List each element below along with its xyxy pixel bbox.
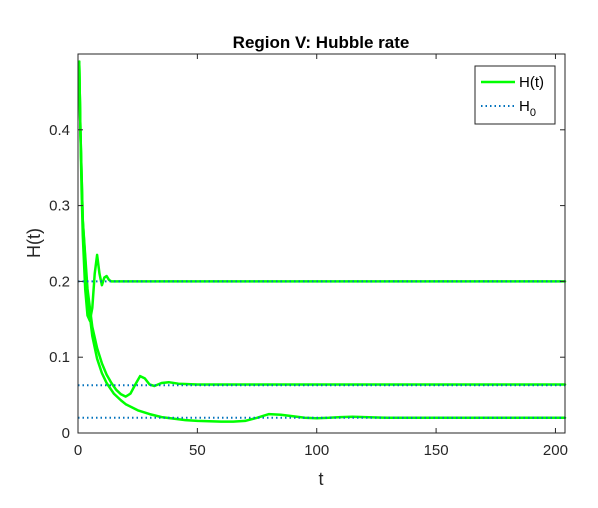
legend-label-h0: H0 [519,98,536,119]
legend-box [474,65,556,125]
x-tick-label: 50 [189,442,206,459]
legend-label-h0-subscript: 0 [530,107,536,119]
h-t-curve-0 [77,60,567,323]
y-tick-label: 0.2 [49,273,70,290]
x-tick-label: 200 [543,442,568,459]
series-layer [77,60,567,423]
x-tick-label: 0 [74,442,82,459]
axes-box [77,53,566,434]
x-tick-label: 100 [304,442,329,459]
x-axis-label: t [318,469,323,489]
y-tick-label: 0.4 [49,122,70,139]
h-t-curve-1 [77,60,567,398]
y-axis-label: H(t) [24,228,44,258]
legend-label-h-t: H(t) [519,74,544,91]
ticks-layer: 0 50 100 150 200 0 0.1 0.2 0.3 0.4 [49,54,568,459]
legend-label-h0-main: H [519,98,530,115]
y-tick-label: 0.1 [49,349,70,366]
legend: H(t) H0 [474,65,556,125]
y-tick-label: 0 [62,425,70,442]
y-tick-label: 0.3 [49,198,70,215]
x-tick-label: 150 [424,442,449,459]
chart-title: Region V: Hubble rate [233,33,410,52]
